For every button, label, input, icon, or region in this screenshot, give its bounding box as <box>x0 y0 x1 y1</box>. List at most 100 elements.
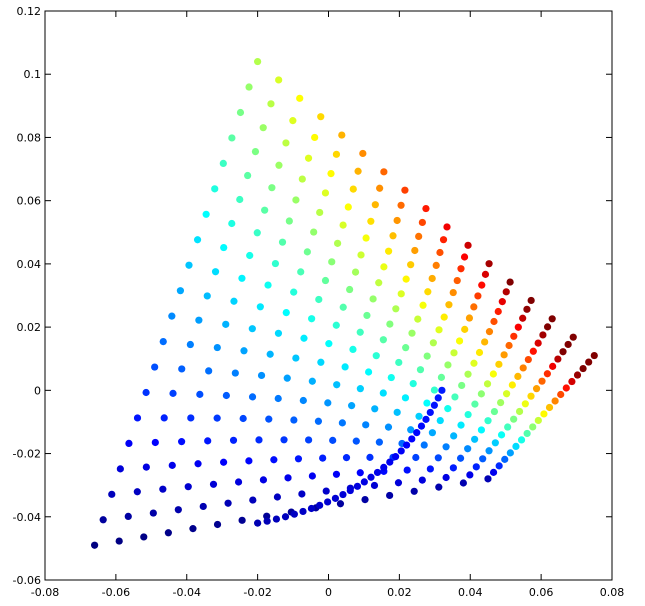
scatter-point <box>124 512 132 521</box>
scatter-point <box>543 323 552 331</box>
scatter-point <box>505 341 513 350</box>
x-tick-label: -0.04 <box>173 586 201 599</box>
scatter-point <box>477 426 486 434</box>
scatter-point <box>435 326 443 334</box>
scatter-point <box>259 476 268 484</box>
scatter-point <box>238 274 246 282</box>
scatter-point <box>514 372 522 380</box>
scatter-point <box>434 394 442 402</box>
scatter-point <box>386 491 394 500</box>
scatter-point <box>517 436 526 444</box>
scatter-point <box>290 288 298 296</box>
scatter-point <box>470 359 478 367</box>
scatter-point <box>339 221 347 229</box>
x-tick-label: 0.06 <box>529 586 554 599</box>
scatter-point <box>259 124 267 132</box>
scatter-point <box>219 159 227 167</box>
scatter-point <box>543 370 551 378</box>
scatter-point <box>344 203 352 211</box>
scatter-point <box>254 519 262 527</box>
scatter-point <box>459 479 467 487</box>
scatter-point <box>549 362 557 370</box>
scatter-point <box>494 307 502 316</box>
scatter-point <box>199 502 207 511</box>
scatter-point <box>393 408 401 416</box>
scatter-point <box>449 288 457 297</box>
scatter-point <box>443 223 451 231</box>
scatter-point <box>458 381 466 390</box>
scatter-point <box>585 358 593 366</box>
scatter-point <box>397 447 405 455</box>
scatter-point <box>273 493 282 501</box>
scatter-point <box>115 537 123 545</box>
scatter-point <box>502 288 510 296</box>
scatter-point <box>466 471 474 479</box>
scatter-point <box>497 398 505 407</box>
scatter-point <box>489 468 498 476</box>
scatter-point <box>372 352 380 360</box>
y-tick-label: 0.06 <box>17 195 42 208</box>
scatter-point <box>402 275 410 283</box>
scatter-point <box>418 218 426 227</box>
scatter-point <box>590 351 598 360</box>
scatter-point <box>213 414 221 422</box>
scatter-point <box>489 370 497 378</box>
scatter-point <box>174 506 182 514</box>
scatter-point <box>292 354 300 362</box>
y-tick-label: 0.08 <box>17 131 42 144</box>
scatter-point <box>265 415 273 423</box>
scatter-point <box>316 208 324 217</box>
scatter-point <box>450 432 458 440</box>
scatter-point <box>125 439 133 448</box>
scatter-point <box>401 394 410 402</box>
scatter-point <box>354 167 362 175</box>
scatter-point <box>333 381 341 389</box>
scatter-point <box>186 340 194 349</box>
scatter-point <box>213 520 222 529</box>
y-tick-label: -0.04 <box>13 511 41 524</box>
scatter-point <box>281 513 290 521</box>
scatter-point <box>248 393 257 401</box>
scatter-point <box>339 490 347 499</box>
scatter-point <box>133 488 141 496</box>
scatter-point <box>554 355 562 363</box>
scatter-point <box>426 408 434 417</box>
scatter-point <box>471 435 479 443</box>
scatter-point <box>349 345 357 354</box>
scatter-point <box>311 133 319 142</box>
scatter-point <box>230 297 238 305</box>
scatter-point <box>510 415 518 423</box>
scatter-point <box>299 396 307 405</box>
scatter-point <box>380 263 388 271</box>
scatter-point <box>415 412 423 420</box>
scatter-point <box>289 117 297 125</box>
scatter-point <box>332 470 341 478</box>
scatter-point <box>579 364 587 373</box>
scatter-point <box>357 251 365 259</box>
scatter-point <box>228 219 236 228</box>
scatter-point <box>239 414 247 423</box>
scatter-point <box>257 371 266 380</box>
scatter-point <box>478 281 486 289</box>
scatter-point <box>359 149 367 158</box>
scatter-point <box>457 421 465 429</box>
scatter-point <box>506 449 514 457</box>
scatter-point <box>142 388 150 397</box>
scatter-point <box>275 76 283 84</box>
x-tick-label: 0.08 <box>600 586 625 599</box>
scatter-point <box>401 186 409 194</box>
scatter-point <box>280 436 288 444</box>
scatter-point <box>270 456 278 464</box>
scatter-point <box>346 285 354 294</box>
scatter-point <box>508 381 516 389</box>
scatter-point <box>321 189 330 197</box>
scatter-point <box>356 385 364 393</box>
scatter-point <box>416 366 425 374</box>
scatter-point <box>151 438 159 447</box>
scatter-point <box>338 131 346 139</box>
scatter-point <box>512 442 520 450</box>
scatter-points <box>91 57 598 549</box>
scatter-point <box>338 419 346 427</box>
scatter-point <box>392 305 400 313</box>
scatter-point <box>213 343 221 352</box>
